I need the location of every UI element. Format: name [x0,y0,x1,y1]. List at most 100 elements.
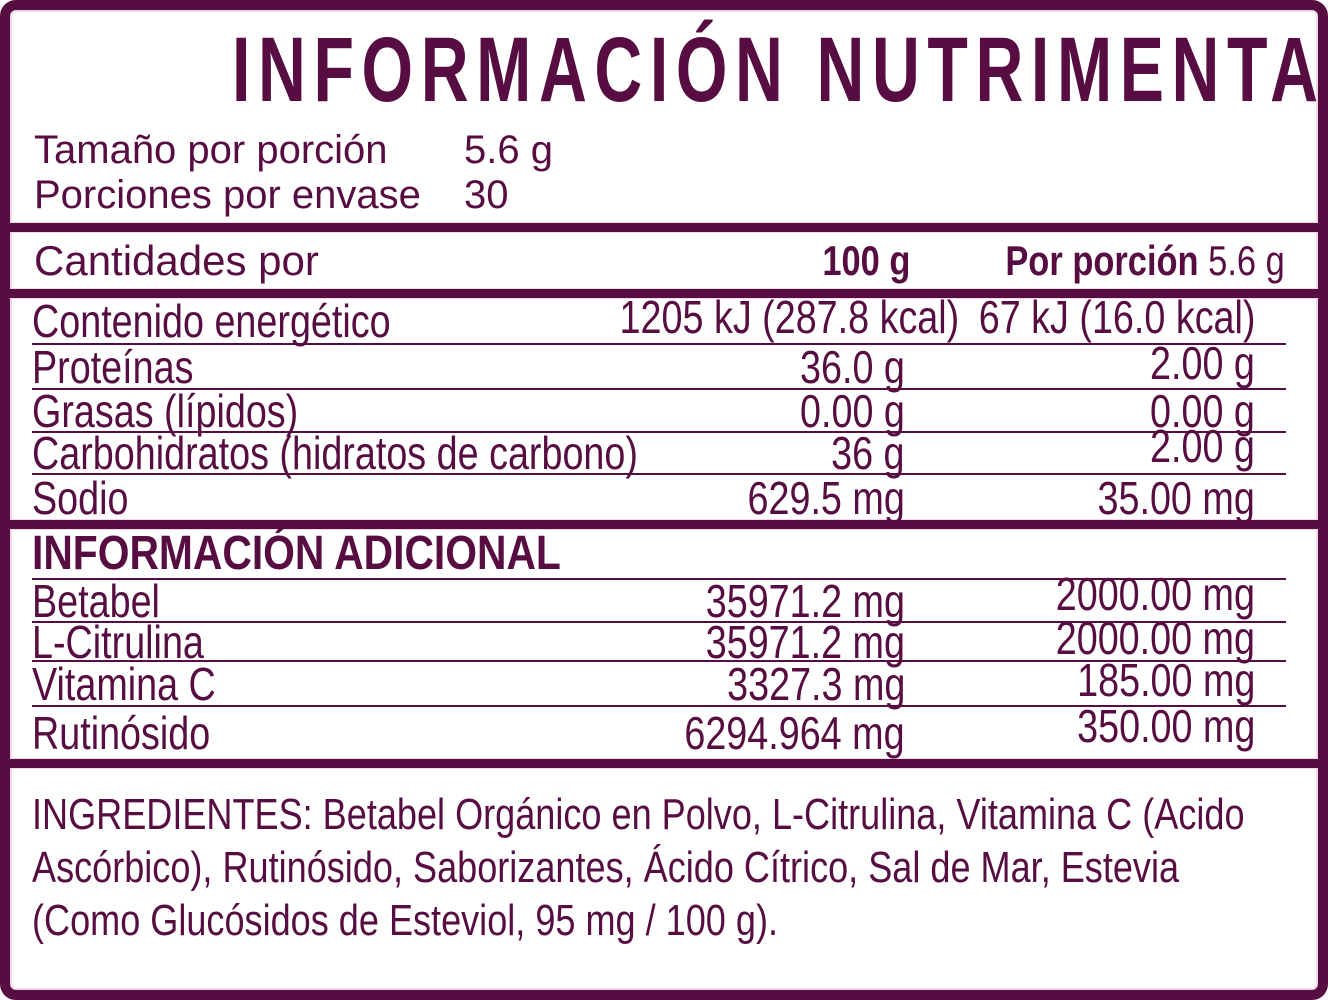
per-100g-value: 6294.964 mg [684,707,905,759]
per-100g-cell: 35971.2 mg [545,619,905,665]
per-100g-cell: 36.0 g [545,344,905,390]
ingredients-paragraph: INGREDIENTES: Betabel Orgánico en Polvo,… [32,790,1245,945]
nutrient-row: Contenido energético 1205 kJ (287.8 kcal… [10,294,1318,344]
row-separator [32,388,1286,390]
additional-row: Rutinósido 6294.964 mg 350.00 mg [10,703,1318,759]
per-100g-value: 0.00 g [800,384,905,437]
row-separator [32,660,1286,662]
per-serving-value: 67 kJ (16.0 kcal) [978,290,1255,343]
servings-per-container-label: Porciones por envase [34,173,421,217]
servings-per-container-row: Porciones por envase 30 [10,173,1318,218]
per-100g-value: 35971.2 mg [705,615,905,668]
divider-bar [10,520,1318,529]
row-separator [32,473,1286,475]
per-serving-value: 2000.00 mg [1055,567,1255,620]
per-serving-cell: 2000.00 mg [905,615,1255,665]
serving-size-label: Tamaño por porción [34,128,388,172]
title-section: INFORMACIÓN NUTRIMENTAL Tamaño por porci… [10,10,1318,223]
additional-label: Vitamina C [32,657,216,710]
additional-row: L-Citrulina 35971.2 mg 2000.00 mg [10,615,1318,665]
nutrient-row: Proteínas 36.0 g 2.00 g [10,340,1318,390]
row-separator [32,578,1286,580]
per-100g-header-text: 100 g [821,236,910,284]
title-wrap: INFORMACIÓN NUTRIMENTAL [10,24,1318,116]
per-serving-cell: 2.00 g [905,423,1255,476]
additional-label: L-Citrulina [32,615,204,668]
serving-info: Tamaño por porción 5.6 g Porciones por e… [10,128,1318,218]
per-serving-value: 35.00 mg [1097,471,1255,524]
additional-label: Rutinósido [32,707,211,759]
divider-bar [10,759,1318,768]
additional-label-cell: Rutinósido [32,710,545,756]
per-serving-header-value: 5.6 g [1208,236,1285,284]
per-serving-cell: 35.00 mg [905,475,1255,521]
serving-size-row: Tamaño por porción 5.6 g [10,128,1318,173]
nutrient-label-cell: Contenido energético [32,298,545,344]
per-100g-cell: 35971.2 mg [545,578,905,624]
label-title: INFORMACIÓN NUTRIMENTAL [231,19,1328,121]
per-serving-value: 2000.00 mg [1055,611,1255,664]
per-serving-header-label: Por porción [1005,236,1199,284]
per-serving-cell: 2.00 g [905,340,1255,390]
nutrient-label-cell: Carbohidratos (hidratos de carbono) [32,430,638,476]
row-separator [32,343,1286,345]
per-100g-value: 36 g [831,427,905,479]
row-separator [32,431,1286,433]
per-serving-cell: 67 kJ (16.0 kcal) [905,294,1255,344]
amounts-header-row: Cantidades por 100 g Por porción 5.6 g [10,232,1318,289]
additional-row: Betabel 35971.2 mg 2000.00 mg [10,571,1318,624]
per-serving-value: 0.00 g [1150,384,1255,437]
divider-bar [10,223,1318,232]
nutrient-label-cell: Proteínas [32,344,545,390]
nutrient-label: Proteínas [32,340,194,393]
additional-label-cell: L-Citrulina [32,619,545,665]
additional-label-cell: Vitamina C [32,661,545,707]
per-serving-value: 2.00 g [1150,336,1255,389]
per-100g-cell: 0.00 g [545,388,905,434]
serving-size-value: 5.6 g [464,128,553,172]
per-serving-value: 350.00 mg [1076,700,1255,752]
per-serving-header: Por porción 5.6 g [944,237,1285,285]
nutrient-label: Carbohidratos (hidratos de carbono) [32,427,638,479]
per-serving-value: 2.00 g [1150,420,1255,472]
per-100g-value: 1205 kJ (287.8 kcal) [619,290,960,343]
per-100g-cell: 629.5 mg [545,475,905,521]
nutrient-label-cell: Sodio [32,475,545,521]
per-100g-value: 36.0 g [800,340,905,393]
additional-info-heading: INFORMACIÓN ADICIONAL [32,526,561,580]
per-100g-value: 35971.2 mg [705,574,905,627]
per-100g-value: 629.5 mg [747,471,905,524]
per-100g-value: 3327.3 mg [726,657,905,710]
row-separator [32,621,1286,623]
per-serving-cell: 350.00 mg [905,703,1255,756]
per-serving-header-text: Por porción 5.6 g [1006,237,1285,285]
per-serving-value: 185.00 mg [1076,653,1255,706]
nutrient-row: Carbohidratos (hidratos de carbono) 36 g… [10,423,1318,476]
per-serving-cell: 2000.00 mg [905,571,1255,624]
nutrient-row: Sodio 629.5 mg 35.00 mg [10,475,1318,521]
divider-bar [10,289,1318,298]
additional-row: Vitamina C 3327.3 mg 185.00 mg [10,657,1318,707]
per-100g-header: 100 g [803,237,910,285]
additional-info-section: INFORMACIÓN ADICIONAL Betabel 35971.2 mg… [10,529,1318,759]
nutrient-label: Grasas (lípidos) [32,384,299,437]
additional-info-heading-row: INFORMACIÓN ADICIONAL [10,529,1318,578]
nutrient-row: Grasas (lípidos) 0.00 g 0.00 g [10,388,1318,434]
nutrient-label: Contenido energético [32,294,391,347]
amounts-per-label: Cantidades por [34,236,319,284]
ingredients-section: INGREDIENTES: Betabel Orgánico en Polvo,… [10,768,1318,990]
per-100g-cell: 6294.964 mg [545,710,905,756]
per-100g-cell: 3327.3 mg [545,661,905,707]
servings-per-container-value: 30 [464,173,509,217]
row-separator [32,705,1286,707]
nutrient-label: Sodio [32,471,129,524]
additional-label: Betabel [32,574,160,627]
nutrients-table: Contenido energético 1205 kJ (287.8 kcal… [10,294,1318,521]
per-100g-cell: 1205 kJ (287.8 kcal) [545,294,960,344]
nutrient-label-cell: Grasas (lípidos) [32,388,545,434]
per-100g-cell: 36 g [545,430,905,476]
per-serving-cell: 185.00 mg [905,657,1255,707]
per-serving-cell: 0.00 g [905,388,1255,434]
additional-label-cell: Betabel [32,578,545,624]
